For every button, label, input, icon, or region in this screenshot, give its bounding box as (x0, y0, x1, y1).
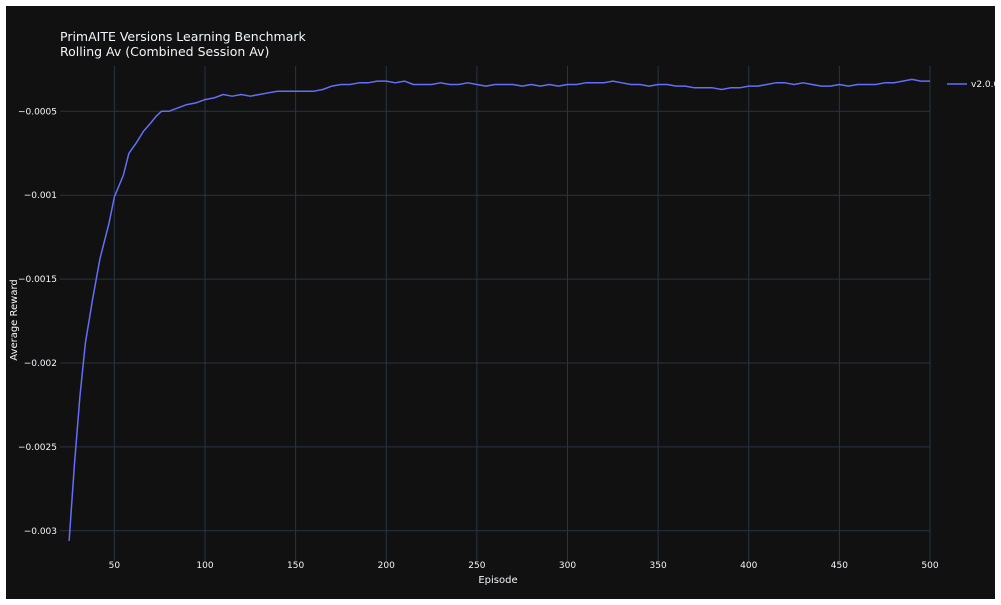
x-tick-labels: 50 100 150 200 250 300 350 400 450 500 (109, 561, 939, 571)
x-tick-label: 200 (378, 561, 395, 571)
x-tick-label: 450 (831, 561, 848, 571)
x-gridlines (113, 66, 931, 561)
y-gridlines (60, 110, 930, 532)
x-tick-label: 50 (109, 561, 121, 571)
y-axis-label: Average Reward (9, 279, 20, 360)
chart-subtitle: Rolling Av (Combined Session Av) (60, 44, 269, 59)
x-axis-label: Episode (478, 575, 517, 586)
y-tick-label: −0.002 (24, 359, 57, 369)
chart-svg: PrimAITE Versions Learning Benchmark Rol… (9, 29, 995, 586)
legend[interactable]: v2.0.0 (947, 80, 995, 90)
chart-title: PrimAITE Versions Learning Benchmark (60, 29, 307, 44)
series-line-v2-0-0[interactable] (68, 78, 930, 541)
y-tick-labels: −0.0005 −0.001 −0.0015 −0.002 −0.0025 −0.003 (18, 107, 57, 536)
x-tick-label: 400 (740, 561, 757, 571)
x-tick-label: 300 (559, 561, 576, 571)
x-tick-label: 350 (650, 561, 667, 571)
series-layer (68, 78, 930, 541)
chart-frame: PrimAITE Versions Learning Benchmark Rol… (6, 6, 995, 599)
y-tick-label: −0.003 (24, 527, 57, 537)
y-tick-label: −0.001 (24, 191, 57, 201)
y-tick-label: −0.0015 (18, 275, 57, 285)
x-tick-label: 250 (468, 561, 485, 571)
y-tick-label: −0.0005 (18, 107, 57, 117)
x-tick-label: 150 (287, 561, 304, 571)
x-tick-label: 500 (921, 561, 938, 571)
x-tick-label: 100 (196, 561, 213, 571)
y-tick-label: −0.0025 (18, 443, 57, 453)
legend-label-v2-0-0: v2.0.0 (971, 80, 995, 90)
